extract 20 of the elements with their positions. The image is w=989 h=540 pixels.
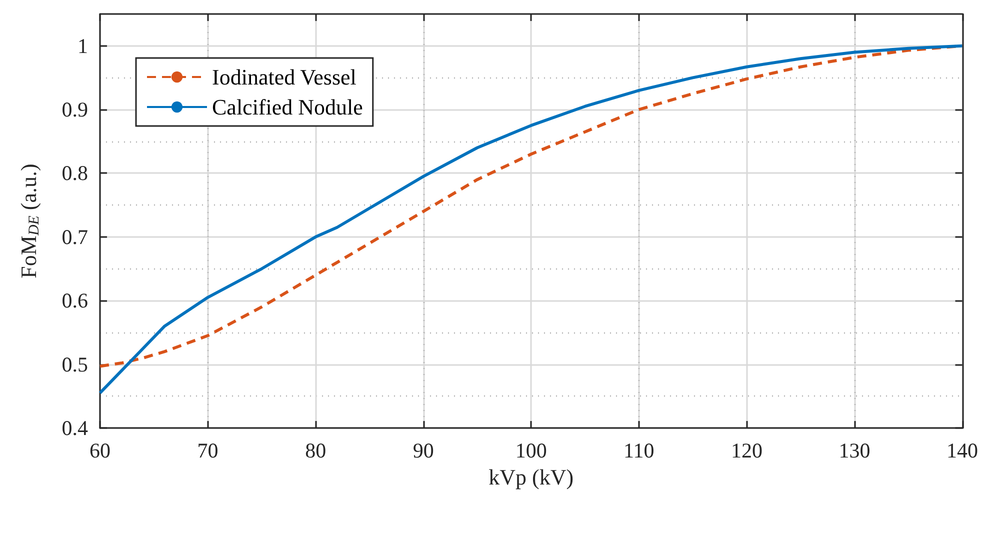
y-tick-label: 0.6	[62, 288, 88, 313]
x-tick-label: 60	[90, 438, 110, 462]
x-tick-label: 80	[305, 438, 326, 462]
y-axis-title: FoMDE (a.u.)	[16, 164, 42, 278]
legend-label: Iodinated Vessel	[212, 64, 356, 90]
y-tick-label: 0.4	[62, 416, 88, 440]
y-tick-label: 0.7	[62, 224, 88, 249]
x-tick-label: 70	[197, 438, 218, 462]
x-tick-label: 100	[515, 438, 547, 462]
x-tick-label: 120	[730, 438, 762, 462]
x-tick-label: 110	[624, 438, 654, 462]
y-tick-label: 1	[78, 34, 88, 58]
y-tick-label: 0.8	[62, 161, 88, 186]
y-tick-label: 0.5	[62, 352, 88, 376]
x-tick-label: 140	[946, 438, 978, 462]
x-axis-title: kVp (kV)	[488, 464, 574, 490]
x-tick-label: 90	[412, 438, 434, 462]
x-tick-label: 130	[838, 438, 870, 462]
y-tick-label: 0.9	[62, 98, 88, 122]
legend-label: Calcified Nodule	[212, 94, 363, 120]
